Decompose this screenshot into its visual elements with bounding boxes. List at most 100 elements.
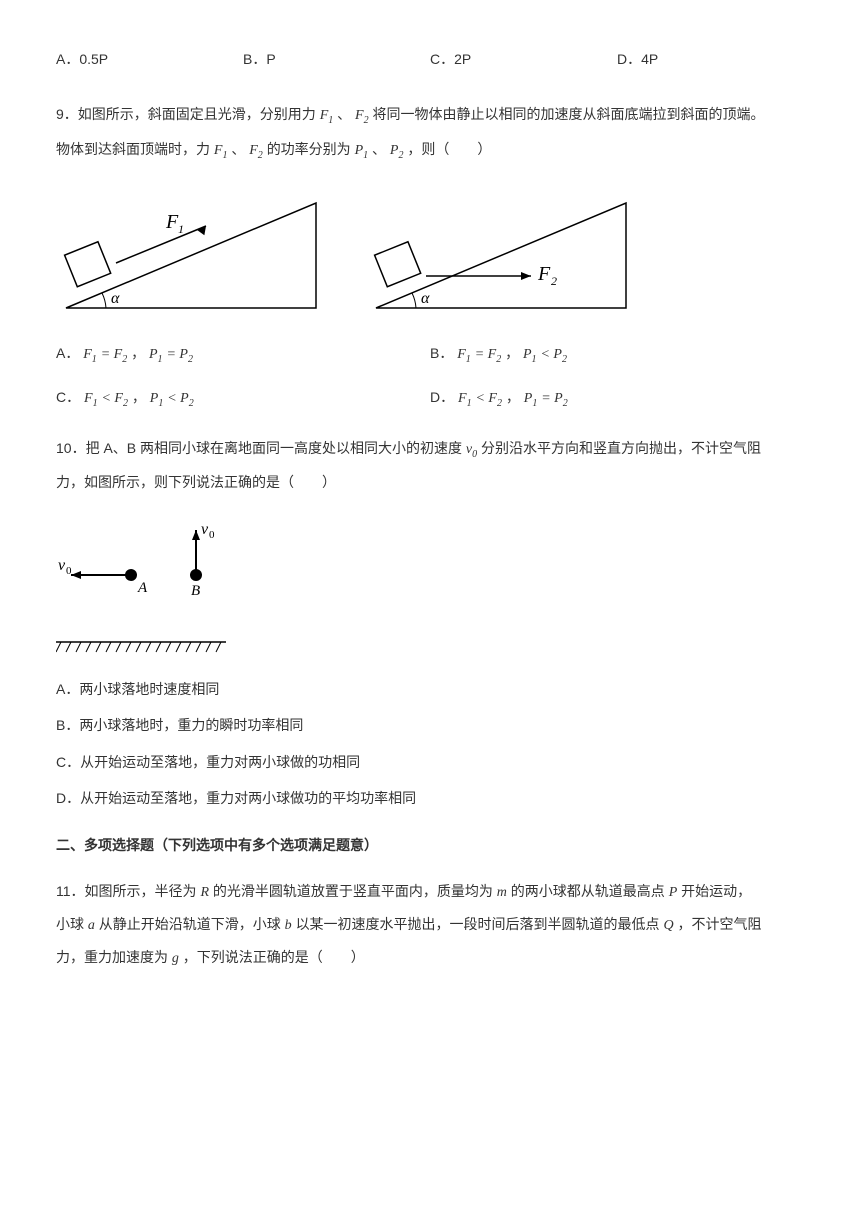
- q11-t9: 力，重力加速度为: [56, 949, 172, 965]
- q11-m: m: [497, 885, 507, 900]
- q9-opts-row2: C． F1 < F2 ， P1 < P2 D． F1 < F2 ， P1 = P…: [56, 386, 804, 412]
- q10-t2: 分别沿水平方向和竖直方向抛出，不计空气阻: [481, 440, 761, 456]
- q9c-pre: C．: [56, 389, 80, 405]
- q9a-sep: ，: [131, 345, 145, 361]
- q9d-eq: =: [541, 391, 554, 406]
- q10-labB: B: [191, 583, 200, 599]
- q9c-sep: ，: [132, 389, 146, 405]
- q9b-lt: <: [540, 347, 553, 362]
- q9-t1: 9．如图所示，斜面固定且光滑，分别用力: [56, 106, 316, 122]
- q9b-f2s: 2: [496, 354, 501, 365]
- q10-figure: v 0 A v 0 B: [56, 520, 804, 610]
- q9c-f2s: 2: [123, 398, 128, 409]
- q9-fig2: F 2 α: [366, 188, 636, 318]
- q11-t8: ，不计空气阻: [677, 916, 761, 932]
- q9a-f1: F: [83, 347, 92, 362]
- q11-R: R: [200, 885, 209, 900]
- q9-f2s: 2: [364, 115, 369, 126]
- q11-t5: 小球: [56, 916, 88, 932]
- q8-opt-d-text: D．4P: [617, 51, 658, 67]
- q9d-f1s: 1: [467, 398, 472, 409]
- q9a-p1: P: [149, 347, 158, 362]
- q9-opt-c: C． F1 < F2 ， P1 < P2: [56, 386, 430, 412]
- q9a-pre: A．: [56, 345, 79, 361]
- q9-f2: F: [355, 108, 364, 123]
- q9c-f2: F: [114, 391, 123, 406]
- q9-p1s: 1: [363, 150, 368, 161]
- q9c-lt1: <: [101, 391, 114, 406]
- q11-stem: 11．如图所示，半径为 R 的光滑半圆轨道放置于竖直平面内，质量均为 m 的两小…: [56, 876, 804, 974]
- q9-t7: 、: [372, 141, 386, 157]
- q8-opt-c-text: C．2P: [430, 51, 471, 67]
- q9d-sep: ，: [506, 389, 520, 405]
- q11-P: P: [669, 885, 678, 900]
- q11-g: g: [172, 951, 179, 966]
- q8-options: A．0.5P B．P C．2P D．4P: [56, 48, 804, 70]
- q9-f1sb: 1: [222, 150, 227, 161]
- q11-t3: 的两小球都从轨道最高点: [511, 883, 669, 899]
- q11-a: a: [88, 918, 95, 933]
- q9-t6: 的功率分别为: [267, 141, 355, 157]
- q11-t6: 从静止开始沿轨道下滑，小球: [99, 916, 285, 932]
- q9-t3: 将同一物体由静止以相同的加速度从斜面底端拉到斜面的顶端。: [372, 106, 764, 122]
- q9-opt-d: D． F1 < F2 ， P1 = P2: [430, 386, 804, 412]
- q9-p1: P: [355, 143, 364, 158]
- q10-opt-d: D．从开始运动至落地，重力对两小球做功的平均功率相同: [56, 787, 804, 809]
- q9d-p2s: 2: [563, 398, 568, 409]
- q9b-f1: F: [457, 347, 466, 362]
- q9a-p2: P: [179, 347, 188, 362]
- svg-text:F: F: [165, 211, 179, 233]
- q9a-eq1: =: [101, 347, 114, 362]
- q9-opt-a: A． F1 = F2 ， P1 = P2: [56, 342, 430, 368]
- q9d-pre: D．: [430, 389, 454, 405]
- q11-t4: 开始运动，: [681, 883, 751, 899]
- section2-heading: 二、多项选择题（下列选项中有多个选项满足题意）: [56, 834, 804, 856]
- q9b-p1s: 1: [532, 354, 537, 365]
- q9-stem: 9．如图所示，斜面固定且光滑，分别用力 F1 、 F2 将同一物体由静止以相同的…: [56, 98, 804, 168]
- q9-f1: F: [320, 108, 329, 123]
- q8-opt-d: D．4P: [617, 48, 804, 70]
- q10-v0s: 0: [472, 448, 477, 459]
- q8-opt-b-text: B．P: [243, 51, 276, 67]
- q10-ground: [56, 640, 804, 654]
- svg-text:0: 0: [209, 529, 215, 541]
- svg-text:1: 1: [178, 222, 184, 236]
- q9-p2s: 2: [398, 150, 403, 161]
- svg-text:v: v: [58, 557, 66, 574]
- svg-text:2: 2: [551, 274, 557, 288]
- q11-t2: 的光滑半圆轨道放置于竖直平面内，质量均为: [213, 883, 497, 899]
- q9-t5: 、: [231, 141, 245, 157]
- q9b-f2: F: [488, 347, 497, 362]
- q9c-f1: F: [84, 391, 93, 406]
- alpha1: α: [111, 290, 120, 307]
- q9-t2: 、: [337, 106, 351, 122]
- q10-labA: A: [137, 580, 148, 596]
- q9b-eq1: =: [475, 347, 488, 362]
- q9-t4: 物体到达斜面顶端时，力: [56, 141, 210, 157]
- q10-t1: 10．把 A、B 两相同小球在离地面同一高度处以相同大小的初速度: [56, 440, 466, 456]
- q11-b: b: [285, 918, 292, 933]
- alpha2: α: [421, 290, 430, 307]
- q10-opt-b: B．两小球落地时，重力的瞬时功率相同: [56, 714, 804, 736]
- q9b-f1s: 1: [466, 354, 471, 365]
- q9a-f2s: 2: [122, 354, 127, 365]
- svg-text:0: 0: [66, 565, 72, 577]
- q9-t8: ，则（ ）: [407, 141, 491, 157]
- q9a-f1s: 1: [92, 354, 97, 365]
- q9a-p2s: 2: [188, 354, 193, 365]
- q9a-f2: F: [114, 347, 123, 362]
- q9-f2b: F: [249, 143, 258, 158]
- q9-f1s: 1: [328, 115, 333, 126]
- q9c-f1s: 1: [93, 398, 98, 409]
- q11-t1: 11．如图所示，半径为: [56, 883, 200, 899]
- q9d-p2: P: [554, 391, 563, 406]
- q9c-p1s: 1: [158, 398, 163, 409]
- q10-opt-a: A．两小球落地时速度相同: [56, 678, 804, 700]
- q9c-p2s: 2: [189, 398, 194, 409]
- q9d-f2s: 2: [497, 398, 502, 409]
- q11-Q: Q: [663, 918, 673, 933]
- q9d-f2: F: [488, 391, 497, 406]
- svg-text:v: v: [201, 521, 209, 538]
- q8-opt-a-text: A．0.5P: [56, 51, 108, 67]
- svg-text:F: F: [537, 263, 551, 285]
